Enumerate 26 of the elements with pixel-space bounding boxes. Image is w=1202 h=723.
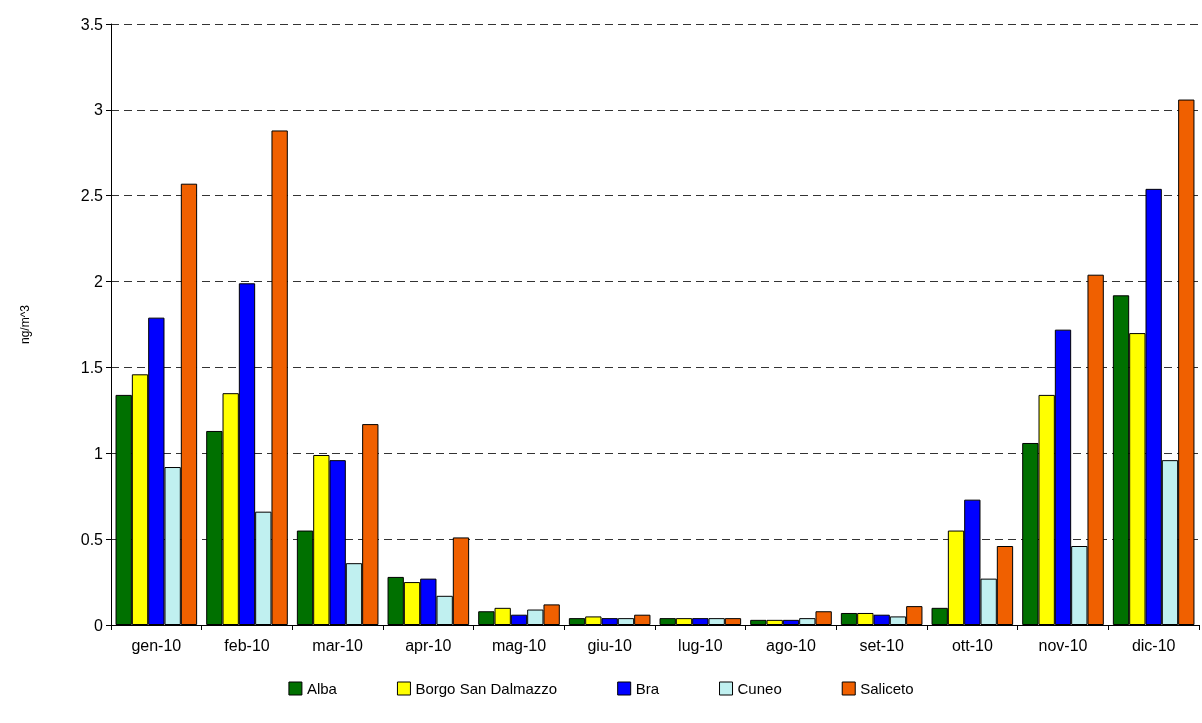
y-axis-title: ng/m^3: [18, 304, 32, 344]
x-tick-label: mag-10: [491, 636, 547, 654]
x-tick-label: gen-10: [131, 636, 182, 654]
x-tick-label: ott-10: [951, 636, 993, 654]
y-tick-label: 3.5: [80, 15, 104, 33]
legend-label: Borgo San Dalmazzo: [415, 680, 558, 697]
y-tick-label: 2.5: [80, 187, 104, 205]
y-tick-label: 2: [94, 273, 104, 291]
x-tick-label: nov-10: [1038, 636, 1088, 654]
legend-label: Alba: [306, 680, 338, 697]
x-tick-label: ago-10: [766, 636, 817, 654]
x-tick-label: set-10: [859, 636, 904, 654]
y-tick-label: 0: [94, 616, 104, 634]
x-tick-label: giu-10: [587, 636, 632, 654]
legend-label: Bra: [635, 680, 660, 697]
legend-label: Saliceto: [860, 680, 914, 697]
y-tick-label: 1.5: [80, 358, 104, 376]
y-tick-label: 0.5: [80, 530, 104, 548]
x-tick-label: lug-10: [678, 636, 723, 654]
x-tick-label: feb-10: [224, 636, 270, 654]
legend-label: Cuneo: [737, 680, 782, 697]
y-tick-label: 3: [94, 101, 104, 119]
x-tick-label: dic-10: [1131, 636, 1176, 654]
x-tick-label: apr-10: [405, 636, 452, 654]
x-tick-label: mar-10: [312, 636, 364, 654]
y-tick-label: 1: [94, 444, 104, 462]
